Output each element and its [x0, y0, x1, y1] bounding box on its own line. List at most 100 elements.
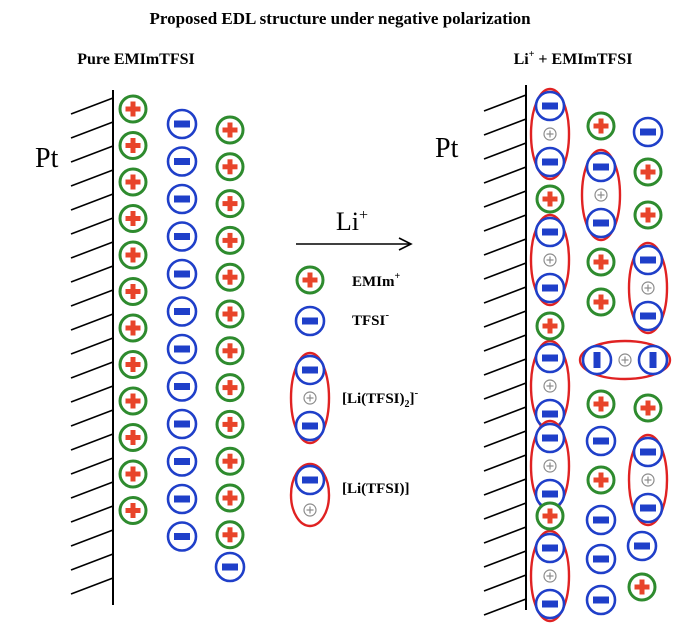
hatch-line [70, 121, 114, 139]
li-cation [543, 127, 557, 141]
tfsi-anion [294, 354, 326, 386]
hatch-line [483, 430, 527, 448]
hatch-line [70, 433, 114, 451]
legend-label-emim: EMIm+ [352, 271, 401, 290]
emim-cation [118, 313, 148, 343]
left-electrode-hatching [70, 97, 114, 595]
li-cation [543, 459, 557, 473]
tfsi-anion [632, 436, 664, 468]
tfsi-anion [581, 344, 613, 376]
hatch-line [483, 478, 527, 496]
li-cation [303, 391, 317, 405]
emim-cation [215, 152, 245, 182]
tfsi-anion [166, 333, 198, 365]
li-cation [543, 253, 557, 267]
hatch-line [70, 457, 114, 475]
li-cation [543, 379, 557, 393]
emim-cation [118, 94, 148, 124]
hatch-line [70, 553, 114, 571]
emim-cation [215, 446, 245, 476]
tfsi-anion [166, 371, 198, 402]
emim-cation [118, 277, 148, 306]
legend [289, 265, 331, 528]
tfsi-anion [632, 492, 664, 524]
tfsi-anion [294, 305, 326, 337]
hatch-line [483, 118, 527, 136]
hatch-line [70, 409, 114, 427]
hatch-line [70, 577, 114, 595]
figure-title: Proposed EDL structure under negative po… [149, 9, 531, 28]
emim-cation [295, 265, 325, 295]
li-tfsi2-complex [529, 529, 571, 623]
hatch-line [483, 382, 527, 400]
emim-cation [118, 496, 148, 525]
tfsi-anion [534, 422, 566, 454]
emim-cation [215, 373, 245, 403]
hatch-line [483, 502, 527, 520]
tfsi-anion [534, 146, 566, 178]
legend-label-li-tfsi: [Li(TFSI)] [342, 481, 410, 497]
hatch-line [70, 169, 114, 187]
hatch-line [70, 361, 114, 379]
hatch-line [483, 262, 527, 280]
tfsi-anion [294, 464, 326, 496]
li-tfsi2-complex [627, 241, 669, 335]
hatch-line [483, 406, 527, 424]
tfsi-anion [166, 146, 198, 177]
li-cation [641, 281, 655, 295]
hatch-line [483, 574, 527, 592]
emim-cation [535, 184, 565, 214]
tfsi-anion [585, 151, 617, 183]
emim-cation [215, 520, 245, 550]
legend-label-tfsi: TFSI- [352, 309, 389, 329]
hatch-line [70, 217, 114, 235]
emim-cation [633, 200, 663, 230]
hatch-line [70, 529, 114, 547]
emim-cation [586, 287, 616, 317]
hatch-line [483, 334, 527, 352]
hatch-line [70, 289, 114, 307]
hatch-line [70, 337, 114, 355]
right-electrode-hatching [483, 94, 527, 616]
emim-cation [586, 111, 616, 141]
tfsi-anion [637, 344, 669, 376]
hatch-line [70, 97, 114, 115]
tfsi-anion [166, 408, 198, 440]
left-electrode-label: Pt [35, 143, 59, 174]
tfsi-anion [585, 504, 617, 536]
hatch-line [483, 286, 527, 304]
emim-cation [627, 572, 657, 602]
hatch-line [483, 190, 527, 208]
emim-cation [118, 386, 148, 416]
hatch-line [483, 94, 527, 112]
right-panel-heading: Li+ + EMImTFSI [514, 49, 633, 68]
arrow-label: Li+ [336, 207, 368, 236]
right-ion-layers [529, 87, 672, 623]
tfsi-anion [632, 116, 664, 148]
hatch-line [483, 238, 527, 256]
tfsi-anion [534, 272, 566, 304]
li-tfsi2-complex [529, 87, 571, 181]
emim-cation [215, 189, 245, 219]
hatch-line [483, 526, 527, 544]
hatch-line [70, 505, 114, 523]
li-tfsi2-complex [529, 213, 571, 307]
transition-arrow [296, 237, 413, 251]
emim-cation [118, 240, 148, 270]
emim-cation [215, 336, 245, 366]
li-cation [618, 353, 632, 367]
emim-cation [586, 247, 616, 277]
tfsi-anion [214, 551, 246, 583]
hatch-line [70, 385, 114, 403]
emim-cation [586, 465, 616, 495]
tfsi-anion [166, 108, 198, 140]
tfsi-anion [166, 258, 198, 290]
hatch-line [483, 598, 527, 616]
tfsi-anion [585, 584, 617, 616]
hatch-line [70, 265, 114, 283]
li-tfsi-complex [289, 462, 331, 528]
tfsi-anion [166, 446, 198, 477]
emim-cation [535, 311, 565, 341]
tfsi-anion [166, 296, 198, 327]
